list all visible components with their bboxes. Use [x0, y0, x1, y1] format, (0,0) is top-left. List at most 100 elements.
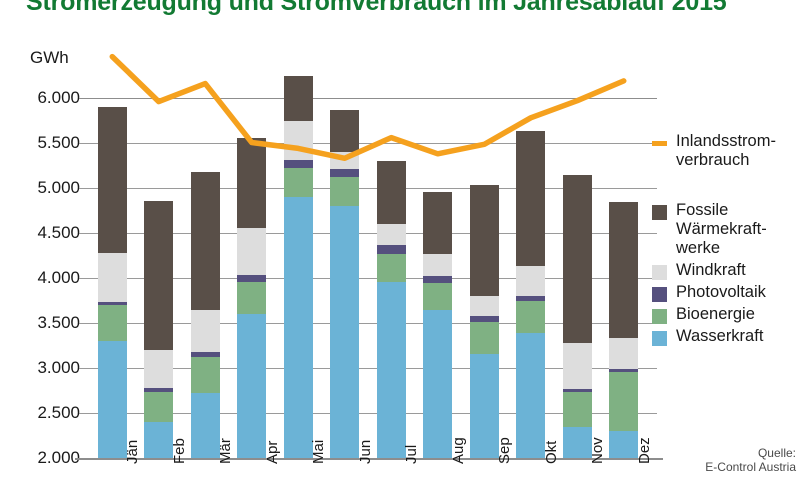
x-axis-line: [75, 458, 663, 460]
y-axis-tick-label: 2.000: [37, 448, 80, 467]
bar-segment: [516, 332, 546, 458]
y-axis-tick-label: 3.500: [37, 313, 80, 332]
bar-segment: [423, 275, 453, 284]
bar-segment: [97, 107, 127, 253]
bar-nov[interactable]: [562, 174, 592, 458]
bar-segment: [190, 171, 220, 311]
x-axis-tick-label: Feb: [170, 438, 188, 464]
y-axis-tick-label: 3.000: [37, 358, 80, 377]
bar-segment: [562, 392, 592, 428]
bar-segment: [237, 281, 267, 314]
bar-segment: [237, 138, 267, 229]
bar-segment: [283, 75, 313, 121]
y-axis-unit-label: GWh: [30, 48, 69, 67]
bar-segment: [516, 300, 546, 333]
bar-segment: [609, 371, 639, 431]
legend-item[interactable]: Bioenergie: [652, 305, 800, 324]
x-axis-labels: Jän Feb Mär Apr Mai Jun Jul Aug Sep Okt Nov Dez: [89, 437, 653, 480]
bar-segment: [376, 281, 406, 458]
legend-item[interactable]: Wasserkraft: [652, 327, 800, 346]
bar-aug[interactable]: [423, 192, 453, 458]
bar-segment: [562, 427, 592, 458]
source-value: E-Control Austria: [705, 460, 796, 474]
y-axis-tick-label: 4.500: [37, 223, 80, 242]
legend-item[interactable]: Windkraft: [652, 261, 800, 280]
bar-segment: [423, 192, 453, 255]
legend-item[interactable]: Photovoltaik: [652, 283, 800, 302]
bar-segment: [469, 322, 499, 354]
bar-segment: [516, 266, 546, 297]
bar-segment: [237, 274, 267, 282]
legend-spacer: [652, 173, 800, 201]
legend-label: Windkraft: [676, 261, 746, 279]
legend-label: Fossile Wärmekraft-werke: [676, 201, 767, 257]
y-axis-labels: 2.000 2.500 3.000 3.500 4.000 4.500 5.000 5.500…: [0, 88, 80, 467]
x-axis-tick-label: Jun: [356, 439, 374, 464]
bar-segment: [144, 388, 174, 393]
bar-segment: [423, 310, 453, 458]
legend-color-swatch: [652, 331, 667, 346]
y-axis-tick-label: 2.500: [37, 403, 80, 422]
bar-segment: [469, 185, 499, 297]
x-axis-tick-label: Sep: [496, 437, 514, 464]
bar-segment: [237, 228, 267, 275]
bar-segment: [562, 389, 592, 393]
bar-segment: [283, 120, 313, 161]
bar-segment: [562, 343, 592, 390]
gridline: [79, 413, 657, 414]
legend-label: Photovoltaik: [676, 283, 766, 301]
chart-legend: Inlandsstrom-verbrauch Fossile Wärmekraft-…: [652, 132, 800, 349]
bar-segment: [97, 305, 127, 341]
bar-jän[interactable]: [97, 107, 127, 458]
bar-segment: [562, 174, 592, 344]
bar-segment: [469, 353, 499, 458]
legend-color-swatch: [652, 205, 667, 220]
bar-segment: [423, 254, 453, 276]
bar-segment: [376, 161, 406, 225]
source-note: Quelle: E-Control Austria: [705, 446, 796, 474]
x-axis-tick-label: Jul: [403, 444, 421, 464]
x-axis-tick-label: Apr: [263, 440, 281, 464]
bar-okt[interactable]: [516, 131, 546, 458]
bar-dez[interactable]: [609, 201, 639, 458]
gridline: [79, 233, 657, 234]
bar-feb[interactable]: [144, 201, 174, 458]
bar-segment: [283, 160, 313, 169]
bar-segment: [144, 392, 174, 422]
bar-segment: [330, 168, 360, 178]
y-axis-tick-label: 5.000: [37, 178, 80, 197]
gridline: [79, 368, 657, 369]
gridline: [79, 323, 657, 324]
legend-line-swatch: [652, 141, 667, 146]
gridline: [79, 143, 657, 144]
legend-item[interactable]: Fossile Wärmekraft-werke: [652, 201, 800, 258]
x-axis-tick-label: Mai: [310, 439, 328, 464]
legend-color-swatch: [652, 287, 667, 302]
x-axis-tick-label: Nov: [589, 437, 607, 464]
bar-segment: [283, 197, 313, 458]
legend-color-swatch: [652, 309, 667, 324]
bar-segment: [609, 369, 639, 372]
legend-color-swatch: [652, 265, 667, 280]
bar-segment: [330, 206, 360, 458]
bar-segment: [144, 201, 174, 350]
bar-segment: [609, 201, 639, 338]
bar-sep[interactable]: [469, 185, 499, 458]
legend-item[interactable]: Inlandsstrom-verbrauch: [652, 132, 800, 170]
bar-segment: [376, 224, 406, 246]
bar-jul[interactable]: [376, 161, 406, 458]
bar-segment: [609, 337, 639, 370]
bar-apr[interactable]: [237, 138, 267, 458]
bar-segment: [516, 296, 546, 301]
bar-segment: [609, 431, 639, 458]
x-axis-tick-label: Mär: [217, 438, 235, 464]
line-path: [109, 53, 627, 162]
bar-segment: [190, 351, 220, 358]
legend-label: Bioenergie: [676, 305, 755, 323]
plot-area: [75, 75, 663, 460]
bar-mär[interactable]: [190, 171, 220, 458]
bar-segment: [516, 131, 546, 267]
bar-mai[interactable]: [283, 75, 313, 458]
inlandsstromverbrauch-line: [109, 53, 627, 162]
bar-segment: [144, 349, 174, 389]
